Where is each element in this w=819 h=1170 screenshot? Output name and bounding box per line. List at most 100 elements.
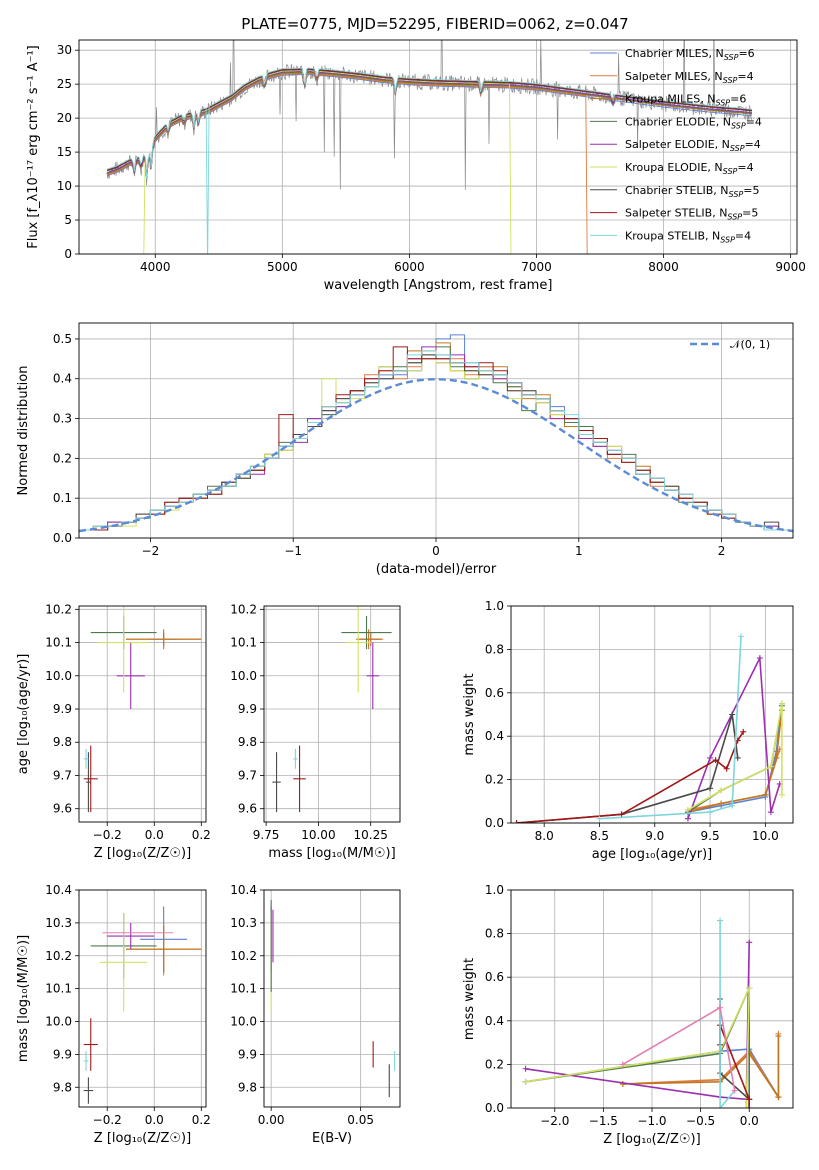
series-marker [707, 809, 714, 816]
y-tick-label: 0.0 [485, 816, 504, 830]
mass-vs-Z-plot-area [83, 906, 202, 1104]
point-kroupa-stelib [293, 748, 298, 769]
age-vs-mass-frame [263, 605, 401, 823]
y-tick-label: 10.2 [230, 949, 257, 963]
series-kroupa-stelib [717, 917, 738, 1108]
x-tick-label: 0.05 [347, 1113, 374, 1127]
series-marker [734, 754, 741, 761]
point-salpeter-stelib [83, 745, 98, 813]
series-pink [619, 1004, 738, 1094]
y-tick-label: 10 [57, 179, 72, 193]
series-marker [717, 1105, 724, 1108]
x-tick-label: 5000 [267, 260, 298, 274]
model-line-kroupa-miles [106, 72, 753, 179]
y-tick-label: 0.0 [485, 1101, 504, 1115]
x-tick-label: −0.5 [686, 1114, 715, 1128]
weight-vs-Z-x-ticks: −2.0 −1.5 −1.0 −0.5 0.0 [540, 890, 759, 1128]
age-vs-Z-y-ticks: 9.6 9.7 9.8 9.9 10.0 10.1 10.2 [45, 602, 206, 816]
point-salpeter-stelib [83, 1018, 98, 1071]
series-kroupa-elodie [684, 700, 785, 813]
x-tick-label: 8000 [648, 260, 679, 274]
x-tick-label: 9.0 [645, 829, 664, 843]
x-tick-label: −1.5 [589, 1114, 618, 1128]
weight-vs-Z-panel: −2.0 −1.5 −1.0 −0.5 0.0 0.0 0.2 0.4 0.6 0.8 1.0 Z [… [462, 883, 794, 1147]
y-tick-label: 0.2 [53, 451, 72, 465]
y-tick-label: 10.3 [45, 916, 72, 930]
series-line [525, 987, 751, 1108]
y-tick-label: 9.6 [238, 802, 257, 816]
spectrum-x-label: wavelength [Angstrom, rest frame] [324, 278, 553, 293]
series-marker [596, 815, 603, 822]
series-marker [619, 1061, 626, 1068]
point-kroupa-elodie [345, 606, 371, 693]
series-line [525, 987, 750, 1108]
series-marker [746, 985, 753, 992]
series-line [622, 1006, 736, 1091]
y-tick-label: 10.4 [230, 883, 257, 897]
histogram-frame [78, 322, 794, 539]
point-kroupa-miles [126, 629, 202, 650]
series-kroupa-stelib [596, 633, 745, 822]
series-marker [729, 711, 736, 718]
y-tick-label: 0.6 [485, 970, 504, 984]
spectrum-x-ticks: 4000 5000 6000 7000 8000 9000 [140, 40, 806, 274]
residual-histogram-y-ticks: 0.0 0.1 0.2 0.3 0.4 0.5 [53, 332, 793, 545]
model-line-chabrier-stelib [106, 69, 753, 179]
weight-vs-Z-y-label: mass weight [462, 958, 477, 1040]
series-marker [707, 754, 714, 761]
legend-label-chabrier-elodie: Chabrier ELODIE, NSSP=4 [625, 115, 762, 130]
weight-vs-Z-plot-area [522, 917, 782, 1108]
spectrum-panel: 4000 5000 6000 7000 8000 9000 0 5 10 15 20 25 30 wave… [26, 39, 806, 293]
spectrum-y-label: Flux [f_λ10⁻¹⁷ erg cm⁻² s⁻¹ A⁻¹] [26, 45, 41, 249]
legend-label-salpeter-stelib: Salpeter STELIB, NSSP=5 [625, 207, 758, 222]
series-marker [767, 809, 774, 816]
y-tick-label: 0.4 [53, 372, 72, 386]
series-marker [746, 1105, 753, 1108]
x-tick-label: 9.5 [701, 829, 720, 843]
series-marker [522, 1065, 529, 1072]
panels: 4000 5000 6000 7000 8000 9000051015202530wave… [16, 39, 806, 1147]
series-line [516, 731, 744, 823]
legend-label-kroupa-elodie: Kroupa ELODIE, NSSP=4 [625, 161, 754, 176]
point-salpeter-stelib [293, 745, 306, 813]
model-line-kroupa-stelib [106, 67, 753, 254]
y-tick-label: 30 [57, 43, 72, 57]
mass-vs-Z-y-label: mass [log₁₀(M/M☉)] [16, 935, 31, 1062]
y-tick-label: 10.0 [230, 669, 257, 683]
x-tick-label: −0.2 [93, 828, 122, 842]
x-tick-label: 9.75 [253, 828, 280, 842]
x-tick-label: 9000 [775, 260, 806, 274]
x-tick-label: 10.25 [354, 828, 388, 842]
series-chabrier-elodie [522, 985, 753, 1108]
y-tick-label: 10.1 [45, 982, 72, 996]
series-marker [773, 754, 780, 761]
series-marker [707, 785, 714, 792]
model-line-salpeter-stelib [106, 68, 753, 180]
spectrum-frame [78, 39, 798, 255]
y-tick-label: 0.6 [485, 686, 504, 700]
series-marker [775, 1033, 782, 1040]
y-tick-label: 0.1 [53, 491, 72, 505]
y-tick-label: 0.8 [485, 642, 504, 656]
mass-vs-Z-x-label: Z [log₁₀(Z/Z☉)] [94, 1131, 191, 1146]
y-tick-label: 10.2 [230, 602, 257, 616]
spectrum-plot-area [106, 40, 753, 254]
series-marker [767, 763, 774, 770]
mass-vs-ebv-y-ticks: 9.8 9.9 10.0 10.1 10.2 10.3 10.4 [230, 883, 400, 1094]
age-vs-mass-y-ticks: 9.6 9.7 9.8 9.9 10.0 10.1 10.2 [230, 602, 400, 816]
y-tick-label: 10.0 [45, 1015, 72, 1029]
point-kroupa-stelib [83, 1051, 89, 1071]
series-marker [513, 820, 520, 823]
age-vs-Z-x-label: Z [log₁₀(Z/Z☉)] [94, 846, 191, 861]
model-line-salpeter-miles [106, 73, 588, 254]
y-tick-label: 20 [57, 111, 72, 125]
spectrum-legend: Chabrier MILES, NSSP=6 Salpeter MILES, NS… [590, 47, 762, 244]
histogram-step-kroupa-stelib [79, 350, 793, 538]
legend-label-chabrier-stelib: Chabrier STELIB, NSSP=5 [625, 184, 759, 199]
x-tick-label: 4000 [140, 260, 171, 274]
weight-vs-Z-frame [510, 889, 794, 1109]
point-kroupa-stelib [83, 748, 89, 769]
y-tick-label: 10.1 [45, 636, 72, 650]
age-vs-mass-x-ticks: 9.75 10.00 10.25 [253, 606, 388, 842]
series-kroupa-elodie [522, 985, 753, 1108]
